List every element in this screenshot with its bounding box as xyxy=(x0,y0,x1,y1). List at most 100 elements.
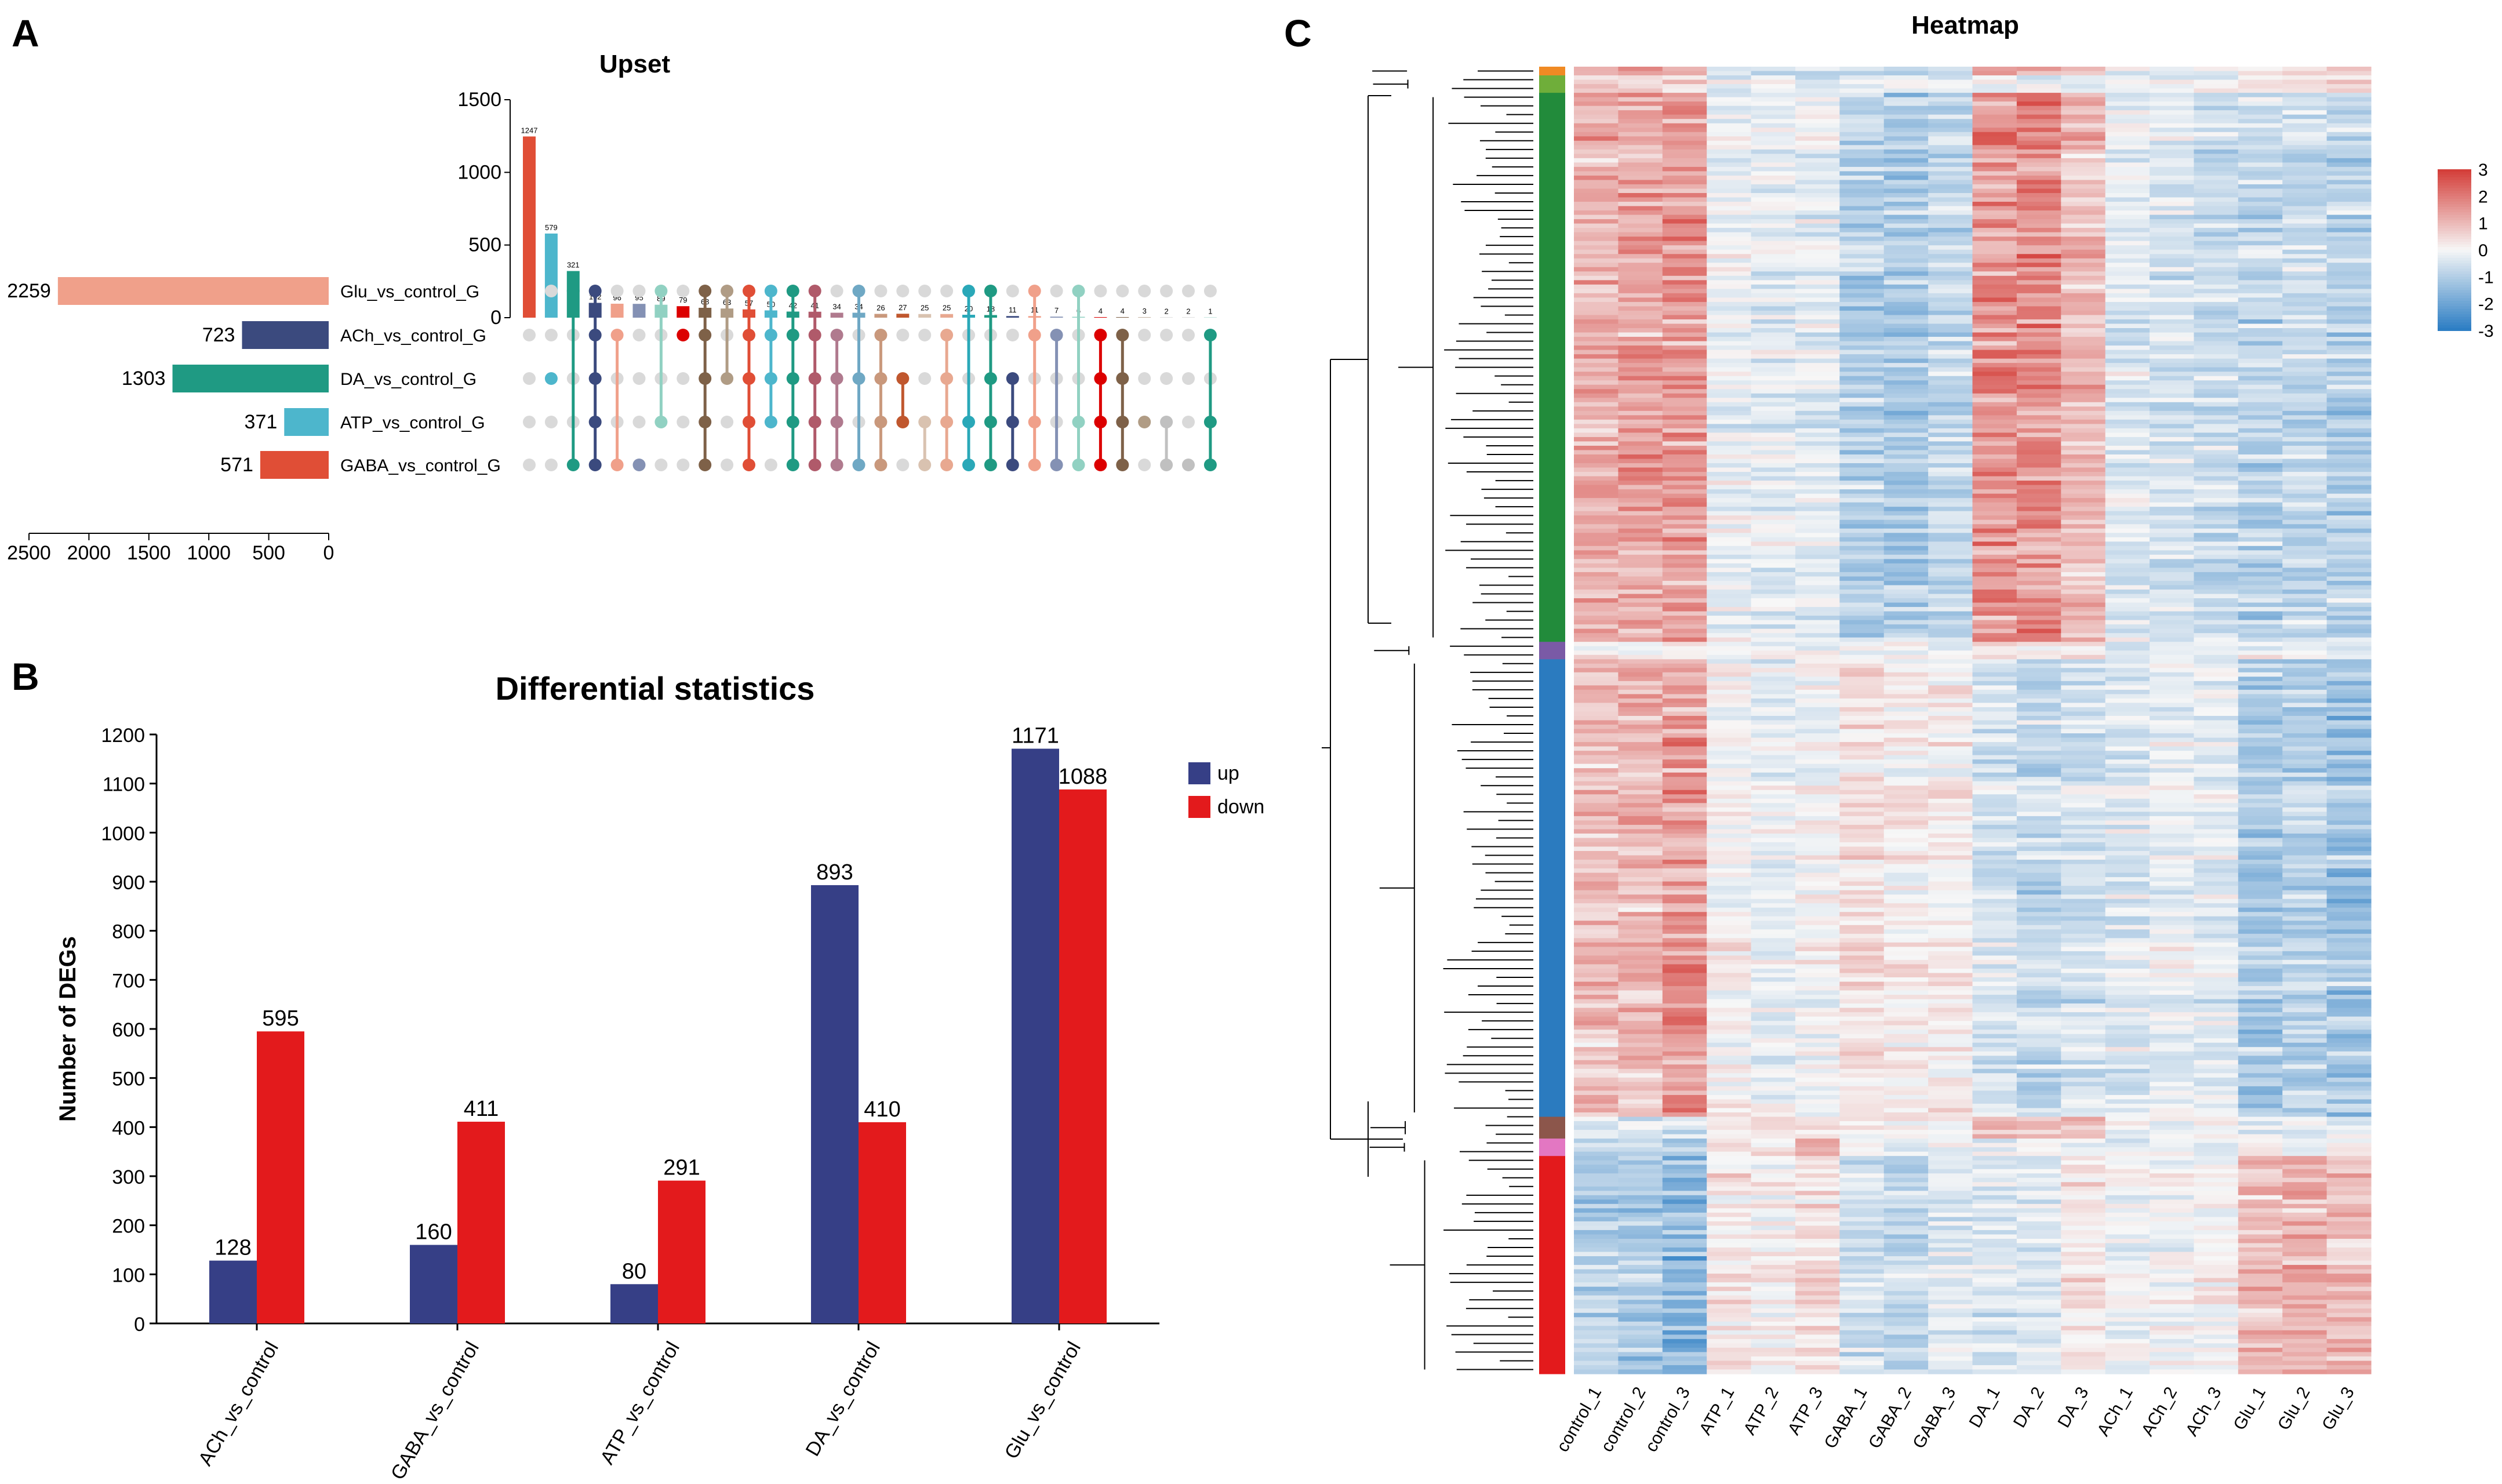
heatmap-cell xyxy=(2326,454,2372,460)
heatmap-cell xyxy=(1839,432,1885,438)
heatmap-cell xyxy=(1618,149,1663,154)
heatmap-cell xyxy=(2150,912,2195,917)
heatmap-cell xyxy=(1751,123,1796,128)
heatmap-cell xyxy=(1662,88,1707,93)
heatmap-cell xyxy=(1618,794,1663,799)
heatmap-cell xyxy=(2326,410,2372,416)
heatmap-cell xyxy=(2326,445,2372,451)
heatmap-cell xyxy=(2194,376,2239,381)
heatmap-cell xyxy=(1972,1012,2017,1017)
heatmap-cell xyxy=(1707,725,1752,730)
heatmap-cell xyxy=(1574,1012,1619,1017)
heatmap-cell xyxy=(1839,842,1885,848)
heatmap-cell xyxy=(2105,916,2150,921)
heatmap-cell xyxy=(2105,1169,2150,1174)
heatmap-cell xyxy=(1883,284,1929,289)
heatmap-cell xyxy=(2150,742,2195,747)
heatmap-cell xyxy=(2105,1068,2150,1074)
heatmap-cell xyxy=(2326,476,2372,481)
heatmap-cell xyxy=(2194,676,2239,682)
heatmap-cell xyxy=(1751,572,1796,577)
diff-bar-label: 160 xyxy=(415,1220,452,1245)
heatmap-cell xyxy=(1618,280,1663,285)
heatmap-cell xyxy=(2238,372,2283,377)
heatmap-cell xyxy=(1662,424,1707,429)
heatmap-cell xyxy=(1574,463,1619,468)
heatmap-cell xyxy=(2238,1073,2283,1078)
heatmap-cell xyxy=(2061,838,2106,843)
heatmap-cell xyxy=(2061,977,2106,983)
heatmap-cell xyxy=(2326,685,2372,690)
heatmap-cell xyxy=(1795,864,1840,869)
heatmap-cell xyxy=(2016,140,2061,146)
heatmap-cell xyxy=(1751,481,1796,486)
heatmap-cell xyxy=(2016,271,2061,277)
heatmap-cell xyxy=(1662,384,1707,390)
heatmap-cell xyxy=(1928,955,1973,961)
heatmap-cell xyxy=(1928,803,1973,808)
upset-matrix-dot-filled xyxy=(588,329,602,341)
heatmap-cell xyxy=(2326,1056,2372,1061)
heatmap-cell xyxy=(1972,119,2017,124)
upset-matrix-dot-filled xyxy=(896,416,910,428)
heatmap-cell xyxy=(1707,947,1752,952)
heatmap-cell xyxy=(2105,628,2150,634)
heatmap-cell xyxy=(2194,1077,2239,1082)
heatmap-cell xyxy=(2194,101,2239,107)
heatmap-cell xyxy=(2105,106,2150,111)
heatmap-cell xyxy=(1618,533,1663,538)
heatmap-cell xyxy=(2150,524,2195,529)
heatmap-cell xyxy=(1662,149,1707,154)
heatmap-cell xyxy=(1972,241,2017,246)
heatmap-cell xyxy=(1883,1090,1929,1096)
heatmap-cell xyxy=(1972,590,2017,595)
heatmap-cell xyxy=(2326,855,2372,860)
heatmap-cell xyxy=(1707,267,1752,272)
heatmap-cell xyxy=(2194,319,2239,325)
heatmap-cell xyxy=(2105,986,2150,991)
heatmap-cell xyxy=(1883,755,1929,760)
heatmap-cell xyxy=(2282,363,2328,368)
heatmap-cell xyxy=(1795,1182,1840,1187)
heatmap-cell xyxy=(2194,485,2239,490)
heatmap-cell xyxy=(1618,1130,1663,1135)
upset-matrix-dot-filled xyxy=(699,416,712,428)
heatmap-cell xyxy=(2016,393,2061,398)
heatmap-cell xyxy=(1618,672,1663,677)
upset-matrix-dot-filled xyxy=(764,285,777,297)
upset-matrix-dot-empty xyxy=(544,285,558,297)
heatmap-cell xyxy=(1574,128,1619,133)
heatmap-cell xyxy=(2194,372,2239,377)
heatmap-cell xyxy=(2282,1021,2328,1026)
heatmap-cell xyxy=(1707,481,1752,486)
heatmap-cell xyxy=(2282,345,2328,351)
heatmap-cell xyxy=(1883,654,1929,660)
heatmap-cell xyxy=(1662,968,1707,974)
heatmap-cell xyxy=(1707,1047,1752,1052)
upset-matrix-dot-filled xyxy=(764,372,777,385)
heatmap-dendrogram-lines xyxy=(1322,70,1533,1370)
heatmap-cell xyxy=(2150,759,2195,765)
heatmap-cell xyxy=(1795,507,1840,512)
heatmap-cell xyxy=(2326,842,2372,848)
heatmap-cell xyxy=(1795,872,1840,878)
heatmap-cell xyxy=(2238,921,2283,926)
heatmap-cell xyxy=(2326,576,2372,581)
heatmap-cell xyxy=(2105,559,2150,564)
heatmap-cell xyxy=(1574,899,1619,904)
heatmap-cell xyxy=(1795,263,1840,268)
heatmap-cell xyxy=(2282,97,2328,102)
heatmap-cell xyxy=(1707,1086,1752,1092)
heatmap-cell xyxy=(1751,180,1796,185)
heatmap-cell xyxy=(1972,1182,2017,1187)
heatmap-cell xyxy=(1707,84,1752,89)
heatmap-cell xyxy=(2326,424,2372,429)
heatmap-cell xyxy=(1618,1169,1663,1174)
heatmap-cell xyxy=(2326,681,2372,686)
heatmap-cell xyxy=(2150,237,2195,242)
heatmap-cell xyxy=(1795,258,1840,263)
heatmap-cell xyxy=(2150,711,2195,716)
heatmap-cell xyxy=(1972,158,2017,163)
heatmap-cell xyxy=(2105,676,2150,682)
heatmap-cell xyxy=(1839,559,1885,564)
